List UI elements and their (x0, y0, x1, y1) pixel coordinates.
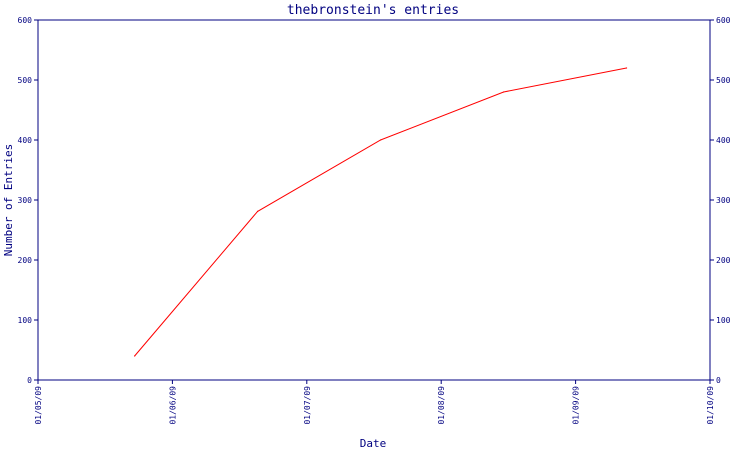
chart-title: thebronstein's entries (287, 3, 459, 18)
x-tick-label: 01/10/09 (706, 386, 715, 425)
data-point (502, 91, 505, 93)
y-tick-label-right: 0 (716, 376, 721, 385)
y-tick-label-right: 600 (716, 16, 731, 25)
y-tick-label-left: 0 (27, 376, 32, 385)
y-tick-label-left: 500 (18, 76, 33, 85)
y-tick-label-left: 200 (18, 256, 33, 265)
y-tick-label-right: 100 (716, 316, 731, 325)
data-point (134, 355, 136, 357)
data-point (379, 139, 382, 141)
y-tick-label-right: 200 (716, 256, 731, 265)
y-tick-label-left: 300 (18, 196, 33, 205)
x-ticks: 01/05/09 01/06/09 01/07/09 01/08/09 01/09/09… (34, 380, 715, 425)
y-tick-label-right: 500 (716, 76, 731, 85)
y-ticks-left: 0 100 200 300 400 500 600 (18, 16, 38, 385)
data-point (625, 67, 628, 69)
y-tick-label-left: 400 (18, 136, 33, 145)
y-tick-label-right: 300 (716, 196, 731, 205)
series-group (134, 67, 628, 357)
x-tick-label: 01/05/09 (34, 386, 43, 425)
y-tick-label-left: 100 (18, 316, 33, 325)
x-axis-label: Date (360, 437, 387, 450)
y-tick-label-right: 400 (716, 136, 731, 145)
x-tick-label: 01/07/09 (303, 386, 312, 425)
y-ticks-right: 0 100 200 300 400 500 600 (710, 16, 731, 385)
y-axis-label: Number of Entries (2, 144, 15, 257)
x-tick-label: 01/06/09 (168, 386, 177, 425)
series-line (134, 67, 627, 357)
plot-frame (37, 19, 711, 381)
x-tick-label: 01/09/09 (572, 386, 581, 425)
data-point (257, 210, 259, 212)
x-tick-label: 01/08/09 (437, 386, 446, 425)
y-tick-label-left: 600 (18, 16, 33, 25)
